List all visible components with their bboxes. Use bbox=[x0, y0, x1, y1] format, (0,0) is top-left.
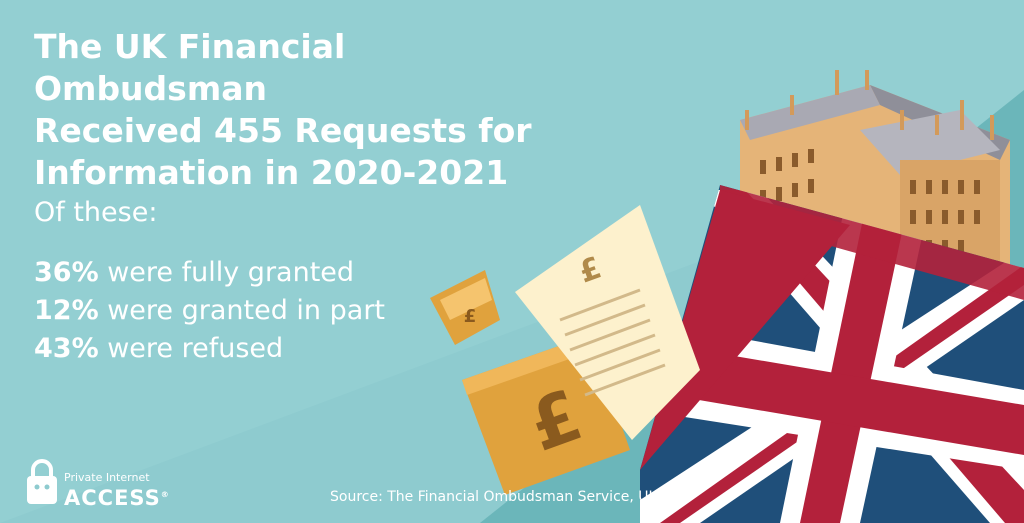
logo-registered-mark: ® bbox=[160, 490, 170, 499]
logo-wordmark: ACCESS bbox=[64, 486, 161, 510]
headline-line-3: Information in 2020-2021 bbox=[34, 153, 509, 192]
logo-line-2: ACCESS® bbox=[64, 484, 170, 509]
subheading: Of these: bbox=[34, 197, 158, 228]
svg-text:£: £ bbox=[464, 306, 477, 327]
stat-text: were fully granted bbox=[98, 257, 355, 288]
brand-logo: Private Internet ACCESS® bbox=[64, 471, 170, 510]
booklet-pound-icon: £ bbox=[430, 270, 500, 345]
stat-text: were refused bbox=[98, 333, 284, 364]
stat-refused: 43% were refused bbox=[34, 330, 554, 368]
stat-value: 12% bbox=[34, 295, 99, 326]
headline-block: The UK Financial Ombudsman Received 455 … bbox=[34, 26, 554, 368]
lock-logo-icon bbox=[27, 459, 57, 504]
stats-list: 36% were fully granted 12% were granted … bbox=[34, 254, 554, 368]
source-caption: Source: The Financial Ombudsman Service,… bbox=[330, 489, 658, 505]
headline-line-1: The UK Financial Ombudsman bbox=[34, 27, 346, 108]
parliament-building-illustration bbox=[740, 70, 1010, 300]
headline-line-2: Received 455 Requests for bbox=[34, 111, 532, 150]
headline: The UK Financial Ombudsman Received 455 … bbox=[34, 26, 554, 194]
stat-value: 43% bbox=[34, 333, 99, 364]
stat-value: 36% bbox=[34, 257, 99, 288]
union-jack-flag-illustration bbox=[640, 185, 1024, 523]
stat-text: were granted in part bbox=[98, 295, 386, 326]
logo-line-1: Private Internet bbox=[64, 471, 150, 484]
stat-fully-granted: 36% were fully granted bbox=[34, 254, 554, 292]
document-pound-icon: £ bbox=[515, 205, 700, 440]
stat-granted-in-part: 12% were granted in part bbox=[34, 292, 554, 330]
